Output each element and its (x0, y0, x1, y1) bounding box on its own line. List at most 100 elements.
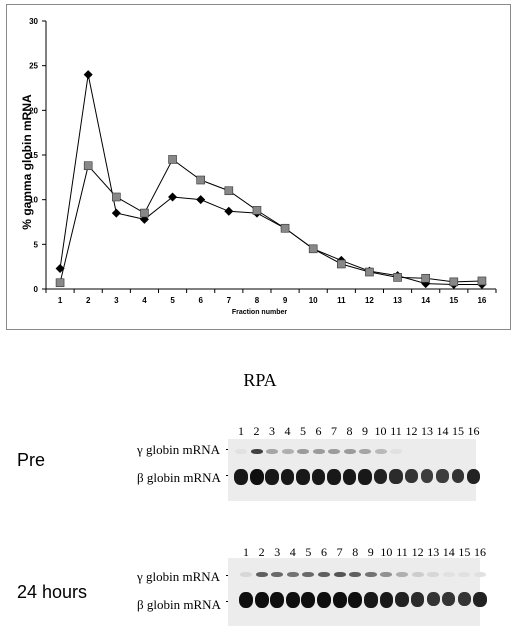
lane-number: 16 (474, 545, 486, 559)
beta-band (301, 592, 316, 608)
x-tick-label: 8 (255, 296, 260, 305)
gamma-band (312, 449, 325, 454)
beta-band (348, 592, 363, 608)
square-point (83, 161, 93, 171)
x-tick-label: 4 (142, 296, 147, 305)
beta-band (296, 469, 310, 485)
beta-band (234, 469, 248, 485)
beta-band (285, 592, 300, 608)
beta-band (254, 592, 269, 608)
gamma-band (255, 572, 268, 577)
x-tick-label: 10 (309, 296, 318, 305)
square-point (55, 278, 65, 288)
gel-image-pre (228, 439, 481, 501)
gamma-band (364, 572, 377, 577)
beta-band (358, 469, 372, 485)
beta-band (389, 469, 403, 484)
series-line-0 (59, 74, 482, 286)
condition-label-pre: Pre (17, 450, 46, 470)
square-point (280, 223, 290, 233)
lane-number: 2 (253, 424, 260, 438)
y-axis-label: % gamma globin mRNA (20, 94, 34, 230)
beta-band (458, 592, 471, 606)
diamond-point (224, 206, 234, 216)
condition-label-24h: 24 hours (17, 582, 88, 602)
lane-number: 16 (467, 424, 480, 438)
lane-number: 1 (243, 545, 249, 559)
x-tick-label: 7 (227, 296, 232, 305)
square-point (168, 155, 177, 164)
lane-number: 9 (367, 545, 374, 559)
beta-band (342, 469, 357, 485)
square-point (140, 208, 149, 218)
square-point (477, 276, 487, 286)
beta-band (327, 469, 341, 485)
beta-band (442, 592, 456, 606)
lane-number: 10 (374, 424, 387, 438)
x-tick-label: 14 (421, 296, 430, 305)
gamma-label-24h: γ globin mRNA (137, 569, 221, 584)
gamma-band (349, 572, 362, 577)
x-axis-label: Fraction number (231, 309, 288, 316)
beta-band (473, 592, 487, 607)
x-tick-label: 2 (86, 296, 91, 305)
beta-label-24h: β globin mRNA (137, 597, 221, 612)
beta-band (426, 592, 440, 606)
diamond-point (196, 195, 206, 205)
gamma-band (458, 572, 471, 577)
lane-number: 8 (352, 545, 359, 559)
lane-number: 5 (305, 545, 312, 559)
square-point (252, 206, 262, 215)
x-tick-label: 9 (283, 296, 288, 305)
lane-number: 15 (452, 424, 464, 438)
gamma-band (411, 572, 424, 577)
gamma-band (374, 449, 387, 454)
beta-band (332, 592, 347, 608)
y-tick-label: 5 (34, 240, 39, 249)
lane-number: 13 (421, 424, 433, 438)
y-tick-label: 30 (29, 17, 38, 26)
gamma-band (380, 572, 393, 577)
square-point (308, 244, 318, 254)
gamma-band (281, 449, 294, 454)
square-point (337, 259, 346, 269)
diamond-point (83, 70, 93, 80)
x-tick-label: 16 (477, 296, 486, 305)
x-tick-label: 15 (449, 296, 458, 305)
lane-number: 12 (405, 424, 418, 438)
lane-number: 2 (258, 545, 265, 559)
lane-number: 5 (300, 424, 306, 438)
y-tick-label: 0 (34, 285, 39, 294)
x-tick-label: 12 (365, 296, 374, 305)
beta-band (280, 469, 295, 485)
lane-number: 4 (289, 545, 296, 559)
lane-number: 7 (331, 424, 337, 438)
beta-band (405, 469, 418, 483)
gamma-band (328, 449, 340, 454)
gamma-band (474, 572, 486, 577)
lane-number: 15 (458, 545, 471, 559)
gamma-band (271, 572, 284, 577)
beta-band (379, 592, 394, 608)
lane-number: 8 (346, 424, 353, 438)
beta-band (411, 592, 425, 607)
diamond-point (111, 208, 121, 218)
beta-band (373, 469, 388, 484)
x-tick-label: 3 (114, 296, 119, 305)
lane-number: 4 (284, 424, 291, 438)
square-point (449, 277, 459, 287)
lane-number: 7 (336, 545, 343, 559)
lane-number: 3 (274, 545, 281, 559)
beta-band (239, 592, 253, 608)
beta-band (420, 469, 434, 483)
x-tick-label: 13 (393, 296, 402, 305)
gamma-band (343, 449, 356, 454)
gamma-band (266, 449, 278, 454)
beta-band (363, 592, 378, 608)
gamma-band (359, 449, 371, 454)
square-point (421, 273, 430, 283)
square-point (112, 192, 121, 202)
diamond-point (168, 192, 178, 202)
beta-band (265, 469, 279, 485)
